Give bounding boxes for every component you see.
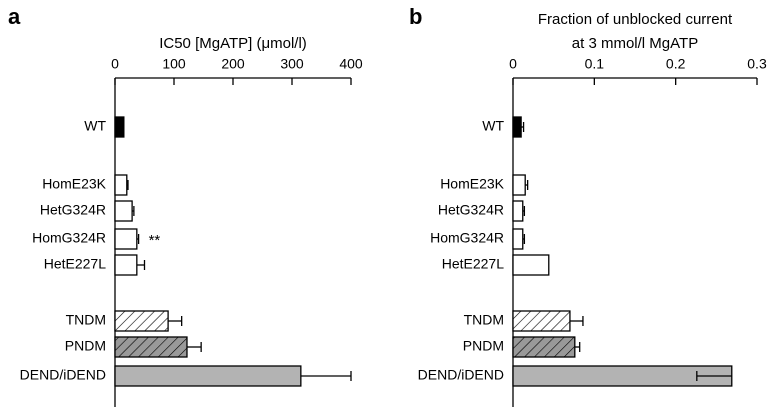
bar — [114, 228, 138, 250]
annotation: ** — [149, 232, 161, 249]
bar — [512, 116, 522, 138]
error-bar — [696, 371, 732, 381]
y-tick-label: HetG324R — [40, 202, 106, 218]
y-tick-label: TNDM — [464, 312, 504, 328]
axis-title: IC50 [MgATP] (μmol/l) — [159, 35, 307, 52]
error-bar — [300, 371, 352, 381]
bar — [114, 116, 125, 138]
error-bar — [186, 342, 202, 352]
bar — [512, 310, 571, 332]
bar — [114, 200, 133, 222]
bar — [114, 310, 169, 332]
bar — [512, 174, 526, 196]
y-tick-label: HetG324R — [438, 202, 504, 218]
error-bar — [521, 122, 525, 132]
error-bar — [569, 316, 584, 326]
bar — [512, 336, 576, 358]
error-bar — [168, 316, 183, 326]
y-tick-label: PNDM — [463, 338, 504, 354]
x-tick-label: 0 — [111, 56, 119, 72]
bar — [114, 174, 128, 196]
y-tick-label: DEND/iDEND — [418, 367, 504, 383]
y-tick-label: HomG324R — [32, 230, 106, 246]
error-bar — [136, 260, 146, 270]
bar — [512, 254, 550, 276]
error-bar — [522, 234, 526, 244]
x-tick-label: 0.1 — [585, 56, 605, 72]
panel-label: b — [409, 4, 422, 29]
bar — [114, 365, 302, 387]
error-bar — [525, 180, 529, 190]
y-tick-label: HomG324R — [430, 230, 504, 246]
axis-title: Fraction of unblocked current — [538, 11, 733, 28]
y-tick-label: DEND/iDEND — [20, 367, 106, 383]
x-tick-label: 0.3 — [747, 56, 767, 72]
error-bar — [136, 234, 140, 244]
y-tick-label: HetE227L — [442, 256, 504, 272]
error-bar — [574, 342, 581, 352]
y-tick-label: HomE23K — [440, 176, 504, 192]
y-tick-label: HetE227L — [44, 256, 106, 272]
x-tick-label: 400 — [339, 56, 363, 72]
y-tick-label: HomE23K — [42, 176, 106, 192]
error-bar — [522, 206, 526, 216]
bar — [114, 254, 138, 276]
bar — [512, 228, 524, 250]
bar — [512, 200, 524, 222]
bar — [114, 336, 188, 358]
panel-label: a — [8, 4, 21, 29]
error-bar — [126, 180, 129, 190]
axis-title: at 3 mmol/l MgATP — [572, 35, 698, 52]
y-tick-label: PNDM — [65, 338, 106, 354]
x-tick-label: 0.2 — [666, 56, 686, 72]
x-tick-label: 100 — [162, 56, 186, 72]
x-tick-label: 300 — [280, 56, 304, 72]
error-bar — [132, 206, 135, 216]
y-tick-label: WT — [84, 118, 106, 134]
x-tick-label: 200 — [221, 56, 245, 72]
x-tick-label: 0 — [509, 56, 517, 72]
y-tick-label: WT — [482, 118, 504, 134]
y-tick-label: TNDM — [66, 312, 106, 328]
